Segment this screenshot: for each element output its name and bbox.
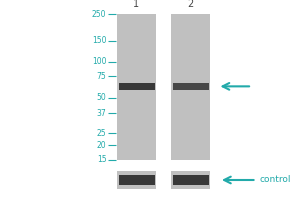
Bar [118,83,154,90]
Text: 25: 25 [97,129,106,138]
Text: 37: 37 [97,109,106,118]
Text: 100: 100 [92,57,106,66]
Bar [172,175,208,185]
Text: 50: 50 [97,93,106,102]
Text: 2: 2 [188,0,194,9]
Text: 20: 20 [97,141,106,150]
Text: 150: 150 [92,36,106,45]
Text: control: control [260,176,291,184]
Text: 1: 1 [134,0,140,9]
Bar [118,175,154,185]
Bar [172,83,208,90]
Text: 75: 75 [97,72,106,81]
Bar [171,171,210,189]
Text: 15: 15 [97,155,106,164]
Text: 250: 250 [92,10,106,19]
Bar [117,14,156,160]
Bar [117,171,156,189]
Bar [171,14,210,160]
